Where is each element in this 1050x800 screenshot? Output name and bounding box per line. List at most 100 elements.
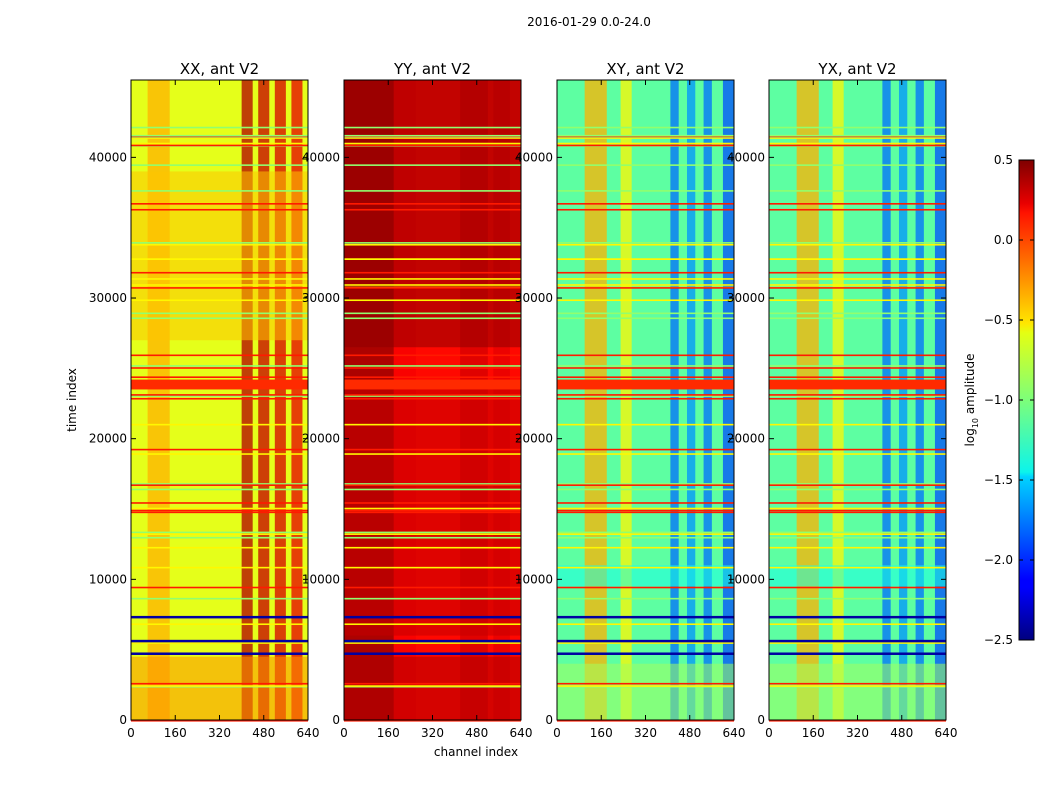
heatmap-xy-flag-row bbox=[557, 682, 734, 685]
heatmap-yx-dark-row bbox=[769, 615, 946, 619]
heatmap-xy-flag-row bbox=[557, 242, 734, 244]
heatmap-yy-flag-row bbox=[344, 278, 521, 280]
panel-xx: XX, ant V2 0 160 320 480 640 0 10000 20000 30000 4… bbox=[89, 60, 320, 740]
heatmap-xx-flag-row bbox=[131, 142, 308, 145]
panels: XX, ant V2 0 160 320 480 640 0 10000 20000 30000 4… bbox=[89, 60, 958, 740]
heatmap-xy-flag-row bbox=[557, 208, 734, 211]
panel-xy: XY, ant V2 0 160 320 480 640 0 10000 20000 30000 4… bbox=[515, 60, 746, 740]
heatmap-xx-flag-row bbox=[131, 531, 308, 534]
heatmap-xx-dark-row bbox=[131, 615, 308, 619]
heatmap-xy-flag-row bbox=[557, 317, 734, 320]
heatmap-yx-flag-row bbox=[769, 164, 946, 166]
heatmap-xx-flag-row bbox=[131, 203, 308, 205]
heatmap-xy-flag-row bbox=[557, 546, 734, 549]
heatmap-yy-flag-row bbox=[344, 134, 521, 137]
x-tick-label: 160 bbox=[164, 726, 187, 740]
colorbar-tick-label: −2.5 bbox=[984, 633, 1013, 647]
heatmap-xy-flag-row bbox=[557, 531, 734, 534]
heatmap-yx-flag-row bbox=[769, 397, 946, 400]
heatmap-xy-flag-row bbox=[557, 144, 734, 147]
heatmap-yx-flag-row bbox=[769, 685, 946, 687]
heatmap-yy-flag-row bbox=[344, 243, 521, 246]
heatmap-yx-flag-row bbox=[769, 317, 946, 320]
heatmap-xy-flag-row bbox=[557, 423, 734, 426]
heatmap-yx-flag-row bbox=[769, 284, 946, 286]
colorbar-tick-label: −1.0 bbox=[984, 393, 1013, 407]
heatmap-xx-flag-row bbox=[131, 376, 308, 378]
heatmap-xy-flag-row bbox=[557, 271, 734, 274]
x-tick-label: 480 bbox=[678, 726, 701, 740]
x-tick-label: 0 bbox=[765, 726, 773, 740]
heatmap-yx-flag-row bbox=[769, 597, 946, 600]
heatmap-yy-flag-row bbox=[344, 284, 521, 286]
heatmap-yy-flag-row bbox=[344, 484, 521, 486]
heatmap-xx-flag-row bbox=[131, 566, 308, 569]
heatmap-xy-flag-row bbox=[557, 137, 734, 139]
heatmap-yy-flag-row bbox=[344, 546, 521, 549]
heatmap-xx-flag-row bbox=[131, 365, 308, 367]
y-tick-label: 0 bbox=[332, 713, 340, 727]
heatmap-xy-flag-row bbox=[557, 484, 734, 486]
heatmap-yx-flag-row bbox=[769, 144, 946, 147]
heatmap-yx-flag-row bbox=[769, 682, 946, 685]
heatmap-xy-flag-row bbox=[557, 134, 734, 137]
heatmap-yy-flag-row bbox=[344, 642, 521, 644]
heatmap-xy-channel-band bbox=[686, 80, 696, 720]
heatmap-yy-flag-row bbox=[344, 511, 521, 514]
heatmap-yy-flag-block bbox=[344, 379, 521, 390]
heatmap-xy-flag-row bbox=[557, 243, 734, 246]
colorbar-tick-label: −2.0 bbox=[984, 553, 1013, 567]
heatmap-xx-flag-row bbox=[131, 243, 308, 246]
heatmap-yy-flag-row bbox=[344, 483, 521, 485]
heatmap-yx-flag-row bbox=[769, 190, 946, 192]
x-tick-label: 640 bbox=[723, 726, 746, 740]
x-tick-label: 480 bbox=[890, 726, 913, 740]
colorbar-tick-label: −1.5 bbox=[984, 473, 1013, 487]
panel-title-xy: XY, ant V2 bbox=[606, 60, 684, 78]
heatmap-yy-flag-row bbox=[344, 502, 521, 504]
heatmap-yy-flag-row bbox=[344, 258, 521, 260]
heatmap-xx-flag-row bbox=[131, 395, 308, 397]
y-tick-label: 20000 bbox=[727, 432, 765, 446]
heatmap-xx-flag-row bbox=[131, 685, 308, 687]
heatmap-xy-flag-row bbox=[557, 536, 734, 539]
heatmap-xx-flag-row bbox=[131, 164, 308, 166]
colorbar-label-log: log bbox=[963, 428, 977, 446]
heatmap-yy-flag-row bbox=[344, 376, 521, 378]
heatmap-yy-flag-row bbox=[344, 395, 521, 397]
heatmap-xy-flag-row bbox=[557, 448, 734, 451]
heatmap-xx-flag-row bbox=[131, 271, 308, 274]
heatmap-xy-flag-row bbox=[557, 483, 734, 485]
heatmap-yy-flag-row bbox=[344, 423, 521, 426]
heatmap-xy-channel-band bbox=[584, 80, 607, 720]
heatmap-yy-flag-row bbox=[344, 299, 521, 302]
heatmap-xx-flag-row bbox=[131, 536, 308, 539]
heatmap-yx-flag-row bbox=[769, 533, 946, 535]
heatmap-xx-time-band bbox=[131, 656, 308, 720]
heatmap-xy-flag-row bbox=[557, 299, 734, 302]
heatmap-yx-flag-row bbox=[769, 312, 946, 315]
heatmap-xx-flag-row bbox=[131, 507, 308, 510]
heatmap-yx-flag-row bbox=[769, 502, 946, 504]
heatmap-yx-flag-row bbox=[769, 536, 946, 539]
heatmap-yx-flag-row bbox=[769, 376, 946, 378]
y-axis-label: time index bbox=[65, 368, 79, 432]
heatmap-xy-flag-block bbox=[557, 379, 734, 390]
heatmap-yx-flag-row bbox=[769, 453, 946, 455]
y-tick-label: 30000 bbox=[89, 291, 127, 305]
heatmap-yx-dark-row bbox=[769, 639, 946, 643]
heatmap-xy-channel-band bbox=[620, 80, 632, 720]
colorbar-ticks: 0.5 0.0 −0.5 −1.0 −1.5 −2.0 −2.5 bbox=[984, 153, 1034, 647]
heatmap-yx-flag-row bbox=[769, 566, 946, 569]
heatmap-yy-flag-row bbox=[344, 533, 521, 535]
colorbar-tick-label: 0.0 bbox=[994, 233, 1013, 247]
heatmap-xy-channel-band bbox=[670, 80, 679, 720]
heatmap-yx-flag-row bbox=[769, 367, 946, 369]
heatmap-yx-flag-row bbox=[769, 719, 946, 722]
heatmap-yx-time-band bbox=[769, 663, 946, 720]
heatmap-xx-flag-row bbox=[131, 394, 308, 396]
heatmap-yx-channel-band bbox=[934, 80, 946, 720]
heatmap-xx-flag-row bbox=[131, 483, 308, 485]
y-tick-label: 40000 bbox=[302, 150, 340, 164]
heatmap-yy-time-band bbox=[344, 80, 521, 348]
